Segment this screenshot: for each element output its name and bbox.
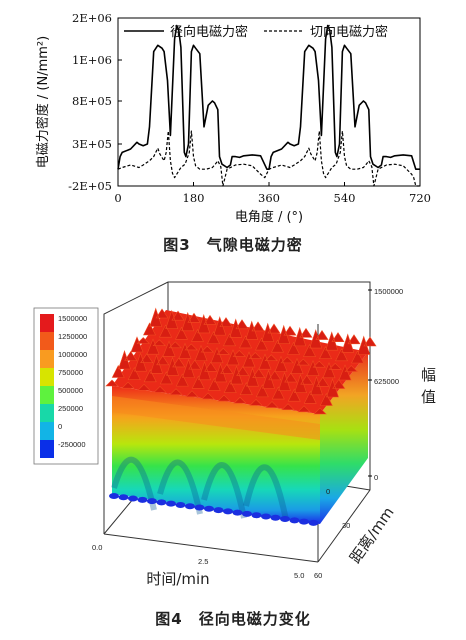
y-tick-label: 1E+06: [72, 53, 112, 67]
figure3-series: [117, 24, 420, 187]
time-tick-2p5: 2.5: [198, 557, 208, 566]
colorbar-border: [33, 307, 99, 465]
box-back-edge: [103, 281, 371, 563]
figure4-surface: [105, 307, 377, 526]
distance-tick-30: 30: [342, 521, 350, 530]
figure3-axes: 0 180 360 540 720 -2E+05 3E+05 8E+05 1E+06 2E+06 电…: [35, 11, 431, 225]
colorbar-label: 750000: [58, 368, 83, 377]
colorbar-swatch: [40, 440, 54, 458]
colorbar-swatch: [40, 314, 54, 332]
colorbar-swatch: [40, 404, 54, 422]
colorbar-label: 1250000: [58, 332, 87, 341]
colorbar-label: 0: [58, 422, 62, 431]
surface-right-face: [320, 352, 368, 524]
figure3-line-chart: 0 180 360 540 720 -2E+05 3E+05 8E+05 1E+06 2E+06 电…: [35, 11, 431, 225]
colorbar-label: 1000000: [58, 350, 87, 359]
surface-base: [109, 493, 319, 526]
surface-shade: [157, 459, 203, 515]
surface-spikes: [105, 307, 377, 415]
colorbar-swatch: [40, 332, 54, 350]
y-axis-label: 电磁力密度 / (N/mm²): [35, 36, 51, 168]
amplitude-label-char2: 值: [421, 388, 436, 406]
colorbar-swatch: [40, 422, 54, 440]
surface-shade: [201, 462, 247, 519]
figure4-caption: 图4 径向电磁力变化: [155, 610, 311, 628]
colorbar-swatch: [40, 350, 54, 368]
amplitude-tick-1500000: 1500000: [374, 287, 403, 296]
time-tick-5: 5.0: [294, 571, 304, 580]
x-tick-label: 360: [258, 191, 280, 205]
colorbar-swatch: [40, 386, 54, 404]
distance-tick-0: 0: [326, 487, 330, 496]
y-tick-label: -2E+05: [68, 179, 112, 193]
time-axis-label: 时间/min: [146, 570, 209, 588]
y-tick-label: 3E+05: [72, 137, 112, 151]
series-line-radial: [117, 24, 420, 170]
y-tick-label: 8E+05: [72, 94, 112, 108]
legend-label-tangential: 切向电磁力密: [310, 24, 388, 40]
time-tick-0: 0.0: [92, 543, 102, 552]
figure3-legend: 径向电磁力密 切向电磁力密: [124, 24, 388, 40]
colorbar-label: 500000: [58, 386, 83, 395]
x-axis-label: 电角度 / (°): [235, 209, 303, 225]
x-tick-label: 540: [334, 191, 356, 205]
colorbar-label: 1500000: [58, 314, 87, 323]
plot-frame: [117, 17, 421, 187]
x-tick-label: 0: [114, 191, 121, 205]
distance-tick-60: 60: [314, 571, 322, 580]
colorbar-swatch: [40, 368, 54, 386]
surface-band: [112, 396, 320, 440]
box-front-floor-edge: [103, 533, 319, 563]
surface-shade: [243, 464, 289, 521]
colorbar-label: -250000: [58, 440, 86, 449]
x-tick-label: 180: [183, 191, 205, 205]
amplitude-label-char1: 幅: [421, 366, 436, 384]
amplitude-tick-625000: 625000: [374, 377, 399, 386]
figure3-caption: 图3 气隙电磁力密: [163, 236, 303, 254]
series-line-tangential: [117, 130, 420, 187]
x-tick-label: 720: [409, 191, 431, 205]
colorbar-label: 250000: [58, 404, 83, 413]
y-tick-label: 2E+06: [72, 11, 112, 25]
figure4-surface-plot: 1500000 1250000 1000000 750000 500000 250000 0…: [33, 281, 436, 588]
legend-label-radial: 径向电磁力密: [170, 24, 248, 40]
figure4-colorbar: 1500000 1250000 1000000 750000 500000 250000 0…: [33, 307, 99, 465]
surface-shade: [111, 456, 157, 511]
amplitude-tick-0: 0: [374, 473, 378, 482]
